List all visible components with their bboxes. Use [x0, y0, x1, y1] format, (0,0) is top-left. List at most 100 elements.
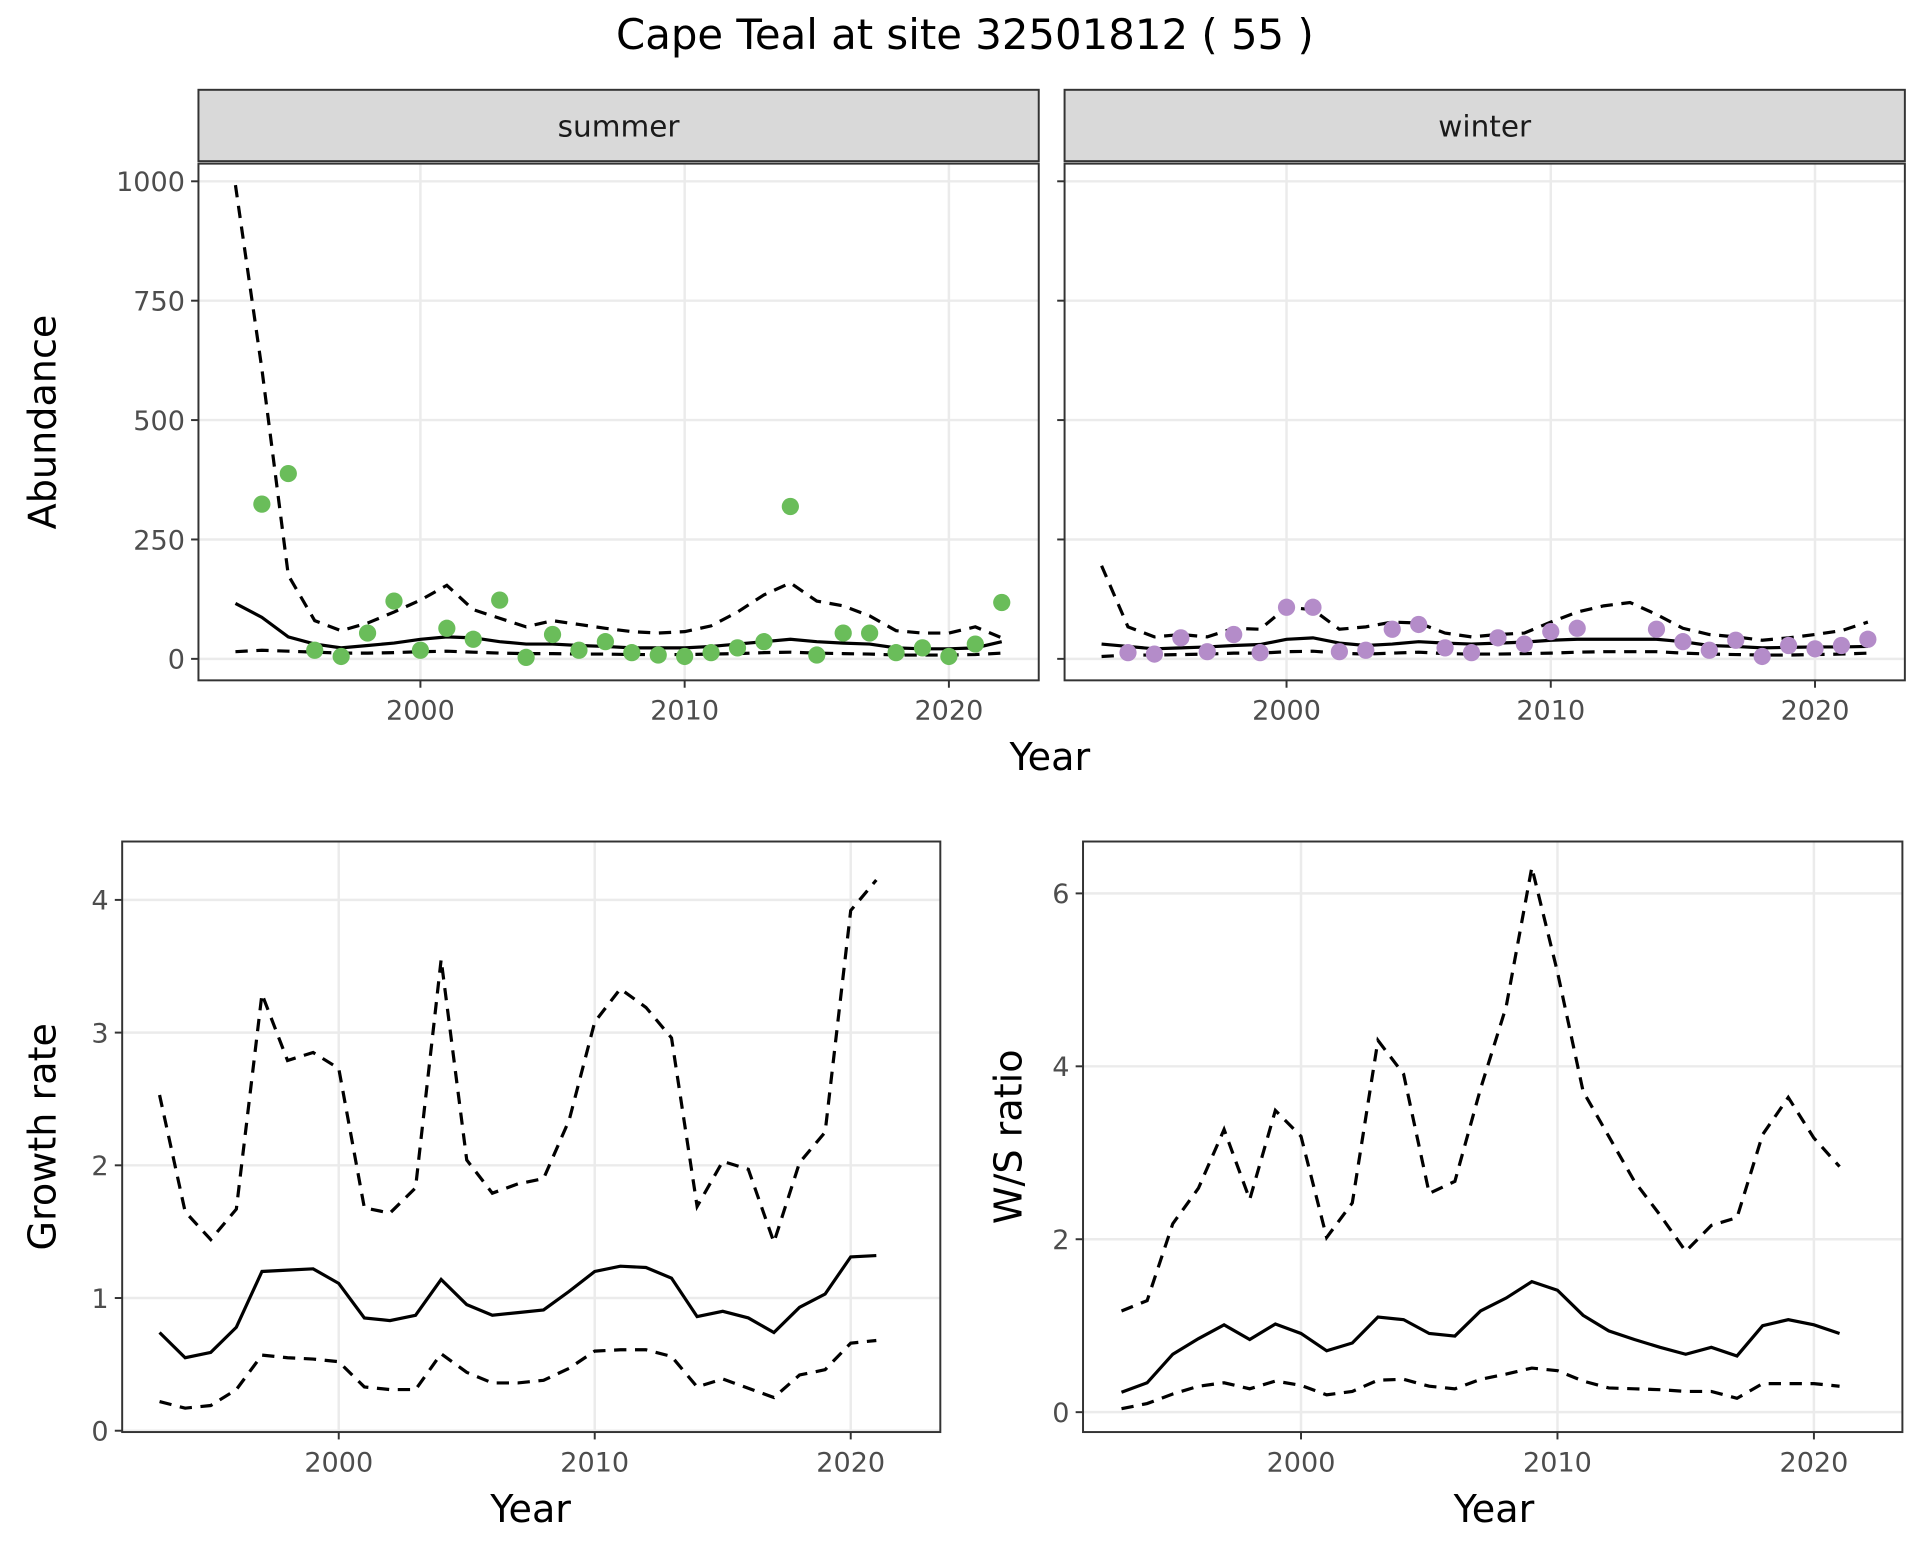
x-tick-label: 2010	[1523, 1447, 1592, 1478]
data-point	[596, 633, 614, 651]
y-tick-label: 4	[1052, 1052, 1069, 1083]
figure-title: Cape Teal at site 32501812 ( 55 )	[616, 10, 1314, 59]
data-point	[1119, 644, 1137, 662]
data-point	[966, 635, 984, 653]
data-point	[543, 625, 562, 644]
data-point	[385, 592, 403, 610]
data-point	[1727, 631, 1745, 649]
x-tick-label: 2010	[1516, 696, 1585, 727]
data-point	[676, 647, 694, 666]
panel-background	[1064, 163, 1905, 681]
y-axis-title: Abundance	[21, 315, 65, 530]
data-point	[834, 624, 852, 642]
interval-line	[235, 648, 1002, 657]
y-tick-label: 750	[133, 287, 185, 318]
data-point	[306, 641, 324, 659]
x-tick-label: 2000	[304, 1447, 373, 1478]
data-point	[438, 619, 456, 637]
data-point	[411, 641, 430, 659]
interval-line	[233, 184, 1003, 640]
data-point	[358, 624, 377, 642]
data-point	[1542, 623, 1560, 641]
data-point	[1647, 620, 1666, 638]
panel-background	[122, 841, 941, 1433]
y-tick-label: 1000	[116, 167, 185, 198]
strip-background	[1063, 88, 1906, 163]
data-point	[940, 647, 958, 666]
data-point	[702, 644, 720, 662]
data-point	[279, 464, 297, 483]
x-tick-label: 2000	[1252, 696, 1321, 727]
data-point	[1277, 598, 1296, 616]
data-point	[1145, 645, 1164, 663]
panel-border	[1082, 840, 1904, 1434]
x-tick-label: 2020	[816, 1447, 885, 1478]
y-tick-label: 1	[91, 1284, 108, 1315]
data-point	[728, 639, 747, 657]
data-point	[1225, 625, 1243, 644]
y-tick-label: 250	[133, 525, 185, 556]
x-tick-label: 2020	[1779, 1447, 1848, 1478]
data-point	[808, 646, 826, 664]
data-point	[1410, 615, 1428, 634]
panel-border	[121, 840, 942, 1434]
data-point	[253, 495, 271, 513]
interval-line	[159, 1338, 877, 1410]
y-tick-label: 3	[91, 1018, 108, 1049]
data-point	[1330, 643, 1348, 661]
data-point	[517, 648, 535, 667]
data-point	[570, 641, 588, 659]
data-point	[1779, 636, 1798, 655]
data-point	[1700, 641, 1718, 659]
y-tick-label: 2	[91, 1151, 108, 1182]
data-point	[913, 639, 932, 657]
data-point	[861, 624, 879, 642]
x-tick-label: 2010	[560, 1447, 629, 1478]
strip-label: winter	[1438, 110, 1532, 144]
y-axis-title: W/S ratio	[987, 1049, 1031, 1224]
data-point	[1304, 598, 1322, 616]
data-point	[649, 646, 667, 664]
data-point	[332, 647, 350, 666]
data-point	[781, 497, 799, 516]
y-tick-label: 500	[133, 406, 185, 437]
x-tick-label: 2020	[914, 696, 983, 727]
strip-label: summer	[558, 110, 681, 144]
y-tick-label: 4	[91, 886, 108, 917]
data-point	[491, 591, 509, 609]
y-tick-label: 6	[1052, 879, 1069, 910]
data-point	[1753, 647, 1771, 666]
data-point	[887, 644, 905, 662]
x-axis-title: Year	[1453, 1487, 1535, 1531]
panel-border	[197, 162, 1040, 682]
data-point	[623, 644, 641, 662]
data-point	[1806, 640, 1824, 658]
data-point	[1568, 619, 1586, 637]
interval-line	[1121, 1366, 1840, 1411]
trend-line	[1120, 1279, 1841, 1394]
x-axis-title: Year	[1008, 735, 1090, 779]
panel-border	[1063, 162, 1906, 682]
data-point	[1172, 629, 1190, 647]
trend-line	[158, 1253, 877, 1360]
data-point	[1832, 636, 1851, 655]
y-tick-label: 2	[1052, 1225, 1069, 1256]
data-point	[993, 593, 1011, 612]
y-axis-title: Growth rate	[21, 1023, 65, 1251]
data-point	[1251, 644, 1269, 662]
panel-background	[198, 163, 1039, 681]
data-point	[1462, 644, 1481, 662]
data-point	[1436, 639, 1454, 657]
trend-line	[234, 602, 1003, 651]
interval-line	[1101, 649, 1868, 659]
x-tick-label: 2010	[650, 696, 719, 727]
x-tick-label: 2000	[386, 696, 455, 727]
y-tick-label: 0	[91, 1417, 108, 1448]
x-tick-label: 2020	[1781, 696, 1850, 727]
x-tick-label: 2000	[1267, 1447, 1336, 1478]
data-point	[1674, 633, 1692, 651]
panel-background	[1083, 841, 1903, 1433]
x-axis-title: Year	[489, 1487, 571, 1531]
